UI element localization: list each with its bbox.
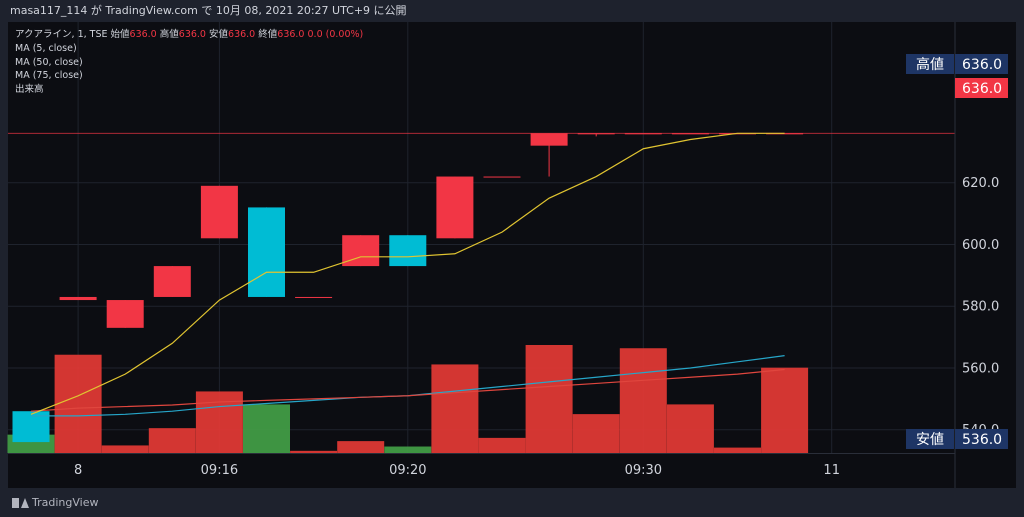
x-tick-label: 09:20 xyxy=(389,463,426,478)
y-tick-label: 580.0 xyxy=(962,300,999,315)
volume-bar xyxy=(101,445,149,453)
price-tags: 高値 636.0 636.0 安値 536.0 xyxy=(906,54,1008,449)
volume-bar xyxy=(384,446,432,453)
publish-header: masa117_114 が TradingView.com で 10月 08, … xyxy=(0,0,1024,22)
brand-name: TradingView xyxy=(32,496,99,509)
volume-bar xyxy=(431,364,479,453)
legend-open-value: 636.0 xyxy=(129,29,157,40)
candle-body xyxy=(59,296,97,301)
low-price-tag-value: 536.0 xyxy=(962,432,1002,448)
legend: アクアライン, 1, TSE 始値636.0 高値636.0 安値636.0 終… xyxy=(15,28,363,97)
low-price-tag-label-bg xyxy=(906,429,954,449)
volume-bar xyxy=(54,354,102,453)
brand-logo[interactable]: TradingView xyxy=(12,496,98,509)
volume-bar xyxy=(478,437,526,453)
x-tick-label: 09:16 xyxy=(201,463,238,478)
volume-bar xyxy=(148,428,196,453)
volume-bar xyxy=(337,441,385,453)
ma50-line xyxy=(30,368,785,412)
candles xyxy=(12,133,804,443)
low-price-tag: 安値 536.0 xyxy=(906,429,1008,449)
candle-body xyxy=(248,207,285,297)
volume-bar xyxy=(619,348,667,453)
volume-bar xyxy=(714,447,761,453)
candle-body xyxy=(530,133,568,146)
candle-body xyxy=(577,133,615,135)
tradingview-logo-icon xyxy=(12,497,29,508)
legend-indicator-ma50[interactable]: MA (50, close) xyxy=(15,56,83,68)
x-tick-label: 09:30 xyxy=(625,463,662,478)
publish-text: masa117_114 が TradingView.com で 10月 08, … xyxy=(10,4,407,17)
legend-close-label: 終値 xyxy=(258,29,278,40)
candle-body xyxy=(153,266,191,297)
x-tick-label: 8 xyxy=(74,463,82,478)
volume-bar xyxy=(525,345,573,453)
high-price-tag-value-bg xyxy=(955,54,1008,74)
candle-body xyxy=(624,133,662,135)
legend-low-label: 安値 xyxy=(209,29,229,40)
volume-bar xyxy=(572,414,620,453)
legend-ohlc-line: アクアライン, 1, TSE 始値636.0 高値636.0 安値636.0 終… xyxy=(15,28,363,42)
volume-bar xyxy=(290,450,338,453)
ma5-line xyxy=(30,132,785,415)
legend-change: 0.0 (0.00%) xyxy=(307,29,364,40)
low-price-tag-label: 安値 xyxy=(916,432,944,448)
legend-indicator-ma5[interactable]: MA (5, close) xyxy=(15,42,77,54)
volume-bar xyxy=(666,404,714,453)
legend-high-label: 高値 xyxy=(159,29,179,40)
low-price-tag-value-bg xyxy=(955,429,1008,449)
moving-averages xyxy=(30,132,785,417)
candle-body xyxy=(483,176,521,178)
legend-close-value: 636.0 xyxy=(277,29,305,40)
volume-bar xyxy=(195,391,243,453)
high-price-tag-value: 636.0 xyxy=(962,57,1002,73)
legend-indicator-volume[interactable]: 出来高 xyxy=(15,84,44,96)
volume-bar xyxy=(243,404,290,453)
legend-open-label: 始値 xyxy=(110,29,130,40)
y-tick-label: 600.0 xyxy=(962,238,999,253)
legend-symbol: アクアライン, 1, TSE xyxy=(15,29,108,40)
candle-body xyxy=(106,300,144,328)
footer-bar xyxy=(0,488,1024,517)
candle-body xyxy=(295,296,333,298)
candle-body xyxy=(671,133,709,135)
x-tick-label: 11 xyxy=(823,463,840,478)
high-price-tag-label: 高値 xyxy=(916,56,944,73)
volume-bars xyxy=(7,345,809,453)
last-price-tag: 636.0 xyxy=(955,78,1008,98)
legend-high-value: 636.0 xyxy=(178,29,206,40)
legend-low-value: 636.0 xyxy=(228,29,256,40)
candle-body xyxy=(200,185,238,239)
volume-bar xyxy=(761,367,809,453)
last-price-tag-value-bg xyxy=(955,78,1008,98)
candle-body xyxy=(436,176,474,239)
y-tick-label: 620.0 xyxy=(962,176,999,191)
last-price-tag-value: 636.0 xyxy=(962,81,1002,97)
candle-body xyxy=(389,235,427,267)
high-price-tag-label-bg xyxy=(906,54,954,74)
y-tick-label: 560.0 xyxy=(962,361,999,376)
legend-indicator-ma75[interactable]: MA (75, close) xyxy=(15,70,83,82)
high-price-tag: 高値 636.0 xyxy=(906,54,1008,74)
